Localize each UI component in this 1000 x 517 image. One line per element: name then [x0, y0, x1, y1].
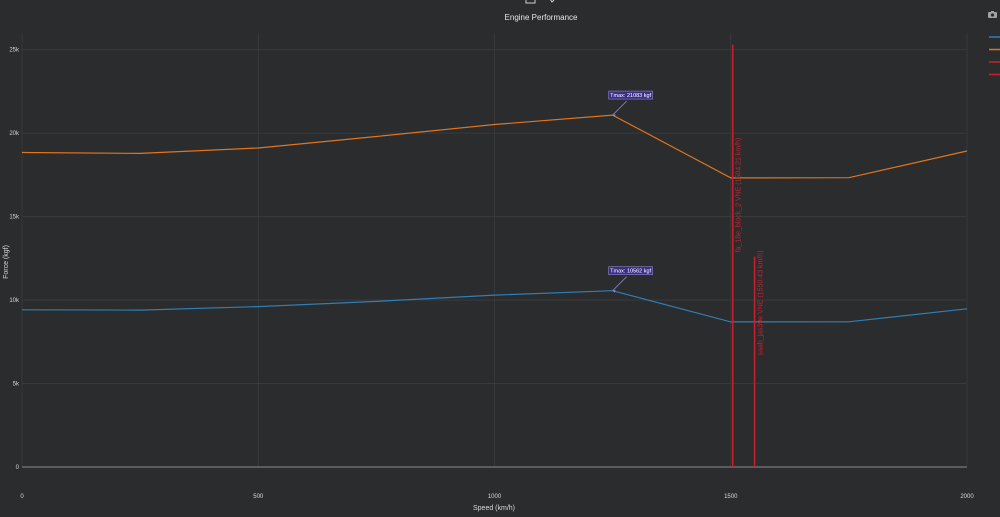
pan-icon[interactable]: [548, 0, 555, 3]
annotation-box: [608, 266, 653, 275]
y-tick-label: 10k: [9, 298, 20, 304]
camera-icon[interactable]: [988, 11, 997, 18]
series-line-1: [21, 290, 968, 323]
vne-label-2: saab_jas39e VNE (1550.43 km/h): [758, 250, 765, 355]
grid-layer: [21, 33, 968, 467]
y-tick-label: 20k: [9, 131, 20, 137]
annotation-arrowhead: [612, 114, 616, 118]
y-tick-label: 15k: [9, 215, 20, 221]
y-tick-label: 5k: [13, 382, 20, 388]
chart-title: Engine Performance: [505, 13, 578, 22]
vne-label-1: fa_18e_block_2 VNE (1504.21 km/h): [736, 138, 743, 253]
annotation-text: Tmax: 21083 kgf: [610, 93, 651, 99]
x-tick-label: 2000: [960, 494, 974, 500]
y-tick-label: 0: [16, 465, 20, 471]
x-tick-label: 500: [253, 494, 264, 500]
vline-layer: fa_18e_block_2 VNE (1504.21 km/h) saab_ja…: [731, 44, 765, 467]
annotation-box: [608, 90, 653, 100]
series-layer: [21, 114, 968, 323]
annotation-arrow: [612, 100, 627, 116]
x-axis-title: Speed (km/h): [473, 505, 515, 512]
zoom-box-icon[interactable]: [525, 0, 536, 4]
y-axis-title: Force (kgf): [3, 245, 10, 279]
annotation-arrowhead: [612, 289, 616, 293]
x-tick-label: 1000: [488, 494, 502, 500]
axis-layer: 0 500 1000 1500 2000 0 5k 10k 15k 20k 25k: [9, 48, 974, 500]
legend: [989, 36, 1000, 76]
annotation-arrow: [612, 276, 627, 291]
x-tick-label: 0: [20, 494, 24, 500]
series-line-2: [21, 114, 968, 179]
x-tick-label: 1500: [724, 494, 738, 500]
y-tick-label: 25k: [9, 48, 20, 54]
annotation-text: Tmax: 10562 kgf: [610, 269, 651, 275]
annotation-layer: Tmax: 21083 kgf Tmax: 10562 kgf: [608, 90, 653, 293]
